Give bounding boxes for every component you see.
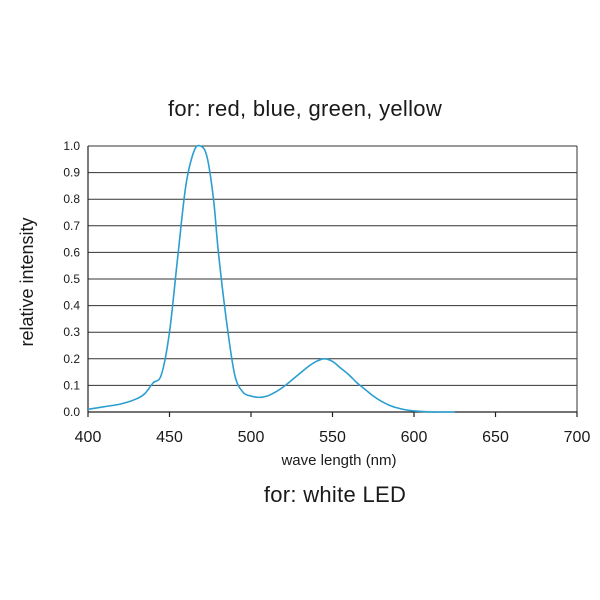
x-tick-label: 650 [482,429,509,446]
x-tick-labels: 400 450 500 550 600 650 700 [75,429,591,446]
y-tick-label: 0.8 [63,192,80,206]
chart-caption: for: white LED [263,482,407,507]
spectrum-line [87,144,455,413]
x-tick-label: 500 [238,429,265,446]
y-tick-label: 0.1 [63,378,80,392]
x-tick-label: 450 [156,429,183,446]
y-tick-label: 0.4 [63,299,80,313]
chart-title: for: red, blue, green, yellow [167,96,443,121]
grid-lines [88,145,577,413]
x-tick-label: 550 [319,429,346,446]
y-tick-labels: 0.0 0.1 0.2 0.3 0.4 0.5 0.6 0.7 0.8 0.9 1.0 [63,139,80,419]
y-tick-label: 0.3 [63,325,80,339]
x-axis-label: wave length (nm) [280,452,396,469]
y-tick-label: 0.2 [63,352,80,366]
y-tick-label: 0.9 [63,166,80,180]
y-tick-label: 0.0 [63,405,80,419]
y-tick-label: 0.6 [63,245,80,259]
axes [87,146,578,417]
y-tick-label: 1.0 [63,139,80,153]
y-tick-label: 0.7 [63,219,80,233]
y-axis-label: relative intensity [17,217,37,346]
y-tick-label: 0.5 [63,272,80,286]
x-tick-label: 600 [401,429,428,446]
series-layer [87,144,455,413]
x-tick-label: 700 [564,429,591,446]
x-tick-label: 400 [75,429,102,446]
